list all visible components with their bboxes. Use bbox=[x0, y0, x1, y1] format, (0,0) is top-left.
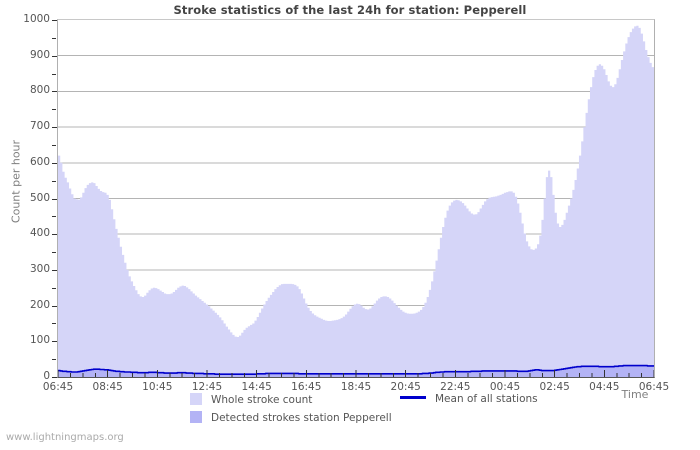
x-axis-tick-label: 18:45 bbox=[340, 381, 372, 393]
x-axis-ticks bbox=[58, 370, 654, 377]
y-axis-tick-minor bbox=[52, 359, 56, 361]
legend-label-detected-strokes: Detected strokes station Pepperell bbox=[211, 412, 392, 424]
y-axis-tick-label: 700 bbox=[29, 120, 50, 133]
x-axis-tick-label: 02:45 bbox=[539, 381, 570, 393]
chart-legend: Whole stroke count Mean of all stations … bbox=[0, 392, 700, 426]
y-axis-tick-major bbox=[52, 55, 58, 57]
x-axis-tick-label: 06:45 bbox=[42, 381, 74, 393]
y-axis-tick-major bbox=[52, 127, 58, 129]
legend-item-mean-of-all-stations: Mean of all stations bbox=[400, 393, 538, 405]
chart-svg bbox=[58, 25, 654, 377]
y-axis-tick-major bbox=[52, 377, 58, 378]
y-axis-tick-label: 600 bbox=[29, 155, 50, 168]
legend-swatch-whole-stroke-count bbox=[190, 393, 202, 405]
y-axis-tick-label: 300 bbox=[29, 262, 50, 275]
y-axis-tick-label: 800 bbox=[29, 84, 50, 97]
chart-title: Stroke statistics of the last 24h for st… bbox=[173, 3, 527, 17]
legend-item-detected-strokes: Detected strokes station Pepperell bbox=[190, 411, 392, 424]
line-mean-of-all-stations bbox=[58, 364, 654, 375]
y-axis-tick-major bbox=[52, 341, 58, 343]
legend-label-whole-stroke-count: Whole stroke count bbox=[211, 394, 313, 406]
y-axis-tick-label: 0 bbox=[43, 370, 50, 382]
y-axis-tick-label: 200 bbox=[29, 298, 50, 311]
y-axis-tick-label: 500 bbox=[29, 191, 50, 204]
y-axis-tick-major bbox=[52, 91, 58, 93]
y-axis-tick-minor bbox=[52, 323, 56, 325]
x-axis-tick-label: 00:45 bbox=[489, 381, 521, 393]
y-axis-tick-minor bbox=[52, 287, 56, 289]
legend-item-whole-stroke-count: Whole stroke count bbox=[190, 393, 312, 406]
legend-label-mean-of-all-stations: Mean of all stations bbox=[435, 393, 538, 405]
y-axis-tick-minor bbox=[52, 252, 56, 254]
y-axis-tick-label: 100 bbox=[29, 334, 50, 347]
legend-line-mean-of-all-stations bbox=[400, 396, 426, 399]
y-axis-tick-label: 400 bbox=[29, 227, 50, 240]
y-axis-tick-minor bbox=[52, 109, 56, 111]
plot-area bbox=[57, 19, 655, 378]
y-axis-tick-label: 900 bbox=[29, 48, 50, 61]
site-credit: www.lightningmaps.org bbox=[6, 432, 124, 443]
x-axis-tick-label: 04:45 bbox=[589, 381, 620, 393]
x-axis-label: Time bbox=[621, 388, 649, 401]
y-axis-tick-major bbox=[52, 20, 58, 21]
x-axis-tick-label: 14:45 bbox=[241, 381, 272, 393]
x-axis-tick-label: 22:45 bbox=[440, 381, 471, 393]
y-axis-tick-major bbox=[52, 234, 58, 236]
y-axis-tick-minor bbox=[52, 216, 56, 218]
y-axis-label: Count per hour bbox=[9, 139, 23, 224]
x-axis-tick-label: 12:45 bbox=[191, 381, 223, 393]
y-axis-tick-minor bbox=[52, 73, 56, 75]
x-axis-tick-label: 06:45 bbox=[638, 381, 670, 393]
y-axis-tick-minor bbox=[52, 180, 56, 182]
x-axis-tick-label: 20:45 bbox=[390, 381, 421, 393]
y-axis-tick-label: 1000 bbox=[23, 13, 50, 25]
x-axis-tick-label: 10:45 bbox=[142, 381, 173, 393]
legend-swatch-detected-strokes bbox=[190, 411, 202, 423]
y-axis-tick-major bbox=[52, 269, 58, 271]
y-axis-tick-major bbox=[52, 198, 58, 200]
y-axis-tick-minor bbox=[52, 144, 56, 146]
y-axis-tick-major bbox=[52, 162, 58, 164]
y-axis-tick-major bbox=[52, 305, 58, 307]
x-axis-tick-label: 08:45 bbox=[92, 381, 123, 393]
x-axis-tick-label: 16:45 bbox=[291, 381, 322, 393]
y-axis-tick-minor bbox=[52, 37, 56, 39]
area-whole-stroke-count bbox=[58, 25, 654, 377]
